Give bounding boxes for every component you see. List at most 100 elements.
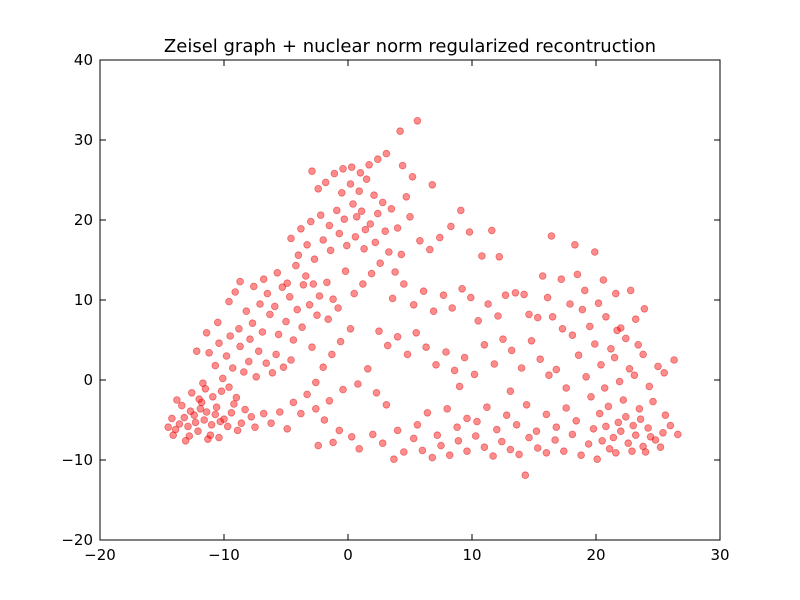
data-point: [175, 420, 184, 428]
data-point: [219, 374, 227, 383]
data-point: [233, 426, 242, 435]
y-tick-label: 10: [74, 291, 93, 309]
data-point: [625, 364, 634, 373]
data-point: [191, 418, 200, 427]
data-point: [590, 340, 599, 348]
data-point: [378, 198, 387, 207]
data-point: [248, 319, 257, 328]
data-point: [558, 324, 567, 333]
data-point: [402, 193, 411, 201]
data-point: [227, 408, 236, 417]
data-point: [381, 227, 390, 236]
data-point: [517, 364, 526, 372]
y-tick-label: 20: [74, 211, 93, 229]
data-point: [375, 327, 383, 336]
data-point: [335, 426, 344, 435]
data-point: [370, 191, 378, 200]
data-point: [484, 300, 492, 308]
data-point: [413, 117, 422, 125]
data-point: [630, 371, 639, 380]
data-point: [196, 404, 205, 413]
data-point: [651, 436, 660, 444]
data-point: [316, 211, 325, 220]
data-point: [328, 350, 336, 359]
data-point: [611, 289, 620, 298]
chart-title: Zeisel graph + nuclear norm regularized …: [164, 36, 656, 57]
data-point: [259, 275, 268, 284]
data-point: [236, 342, 244, 351]
data-point: [511, 288, 520, 297]
data-point: [442, 348, 450, 356]
data-point: [396, 127, 404, 135]
data-point: [303, 390, 311, 399]
data-point: [334, 304, 342, 312]
data-point: [211, 410, 220, 419]
data-point: [275, 408, 284, 416]
data-point: [285, 292, 294, 301]
data-point: [490, 360, 499, 368]
data-point: [268, 368, 277, 377]
data-point: [614, 418, 623, 427]
data-point: [399, 280, 408, 288]
data-point: [599, 276, 608, 284]
data-point: [506, 445, 515, 454]
data-point: [351, 233, 360, 241]
data-point: [376, 259, 385, 268]
data-point: [636, 415, 645, 424]
data-point: [195, 395, 204, 404]
data-point: [326, 246, 335, 255]
data-point: [228, 364, 237, 372]
data-point: [355, 444, 364, 453]
data-point: [339, 385, 347, 394]
data-point: [456, 206, 465, 215]
data-point: [283, 424, 292, 433]
x-tick-label: 30: [710, 546, 729, 564]
data-point: [437, 441, 445, 450]
data-point: [355, 187, 364, 196]
data-point: [580, 286, 589, 295]
data-point: [568, 430, 577, 439]
data-point: [408, 173, 417, 181]
data-point: [480, 340, 489, 349]
data-point: [259, 409, 268, 418]
data-point: [258, 328, 267, 336]
data-point: [225, 297, 233, 306]
data-point: [315, 292, 324, 300]
data-point: [525, 433, 533, 442]
data-point: [231, 288, 240, 296]
data-point: [212, 403, 221, 412]
data-point: [470, 370, 479, 379]
data-point: [342, 241, 351, 250]
data-point: [319, 236, 328, 244]
data-point: [256, 300, 264, 308]
data-point: [474, 316, 483, 325]
data-point: [241, 405, 249, 414]
data-point: [409, 300, 418, 309]
data-point: [418, 446, 427, 455]
data-point: [649, 397, 657, 406]
data-point: [557, 275, 566, 284]
data-point: [393, 224, 402, 232]
data-point: [542, 410, 551, 419]
data-point: [274, 330, 283, 339]
data-point: [206, 431, 215, 440]
data-point: [292, 261, 300, 270]
data-point: [246, 335, 254, 344]
data-point: [661, 411, 670, 420]
data-point: [363, 364, 372, 373]
x-axis-tick-labels: −20 −10 0 10 20 30: [84, 546, 729, 564]
data-point: [272, 350, 280, 359]
data-point: [391, 268, 399, 276]
data-point: [435, 233, 444, 242]
y-tick-label: 30: [74, 131, 93, 149]
data-point: [616, 324, 625, 332]
data-point: [236, 277, 244, 286]
data-point: [587, 392, 595, 401]
data-point: [314, 441, 323, 450]
data-point: [639, 442, 647, 451]
data-point: [656, 443, 665, 452]
data-point: [585, 322, 594, 331]
data-point: [209, 392, 217, 401]
data-point: [640, 304, 649, 313]
data-point: [621, 412, 630, 421]
